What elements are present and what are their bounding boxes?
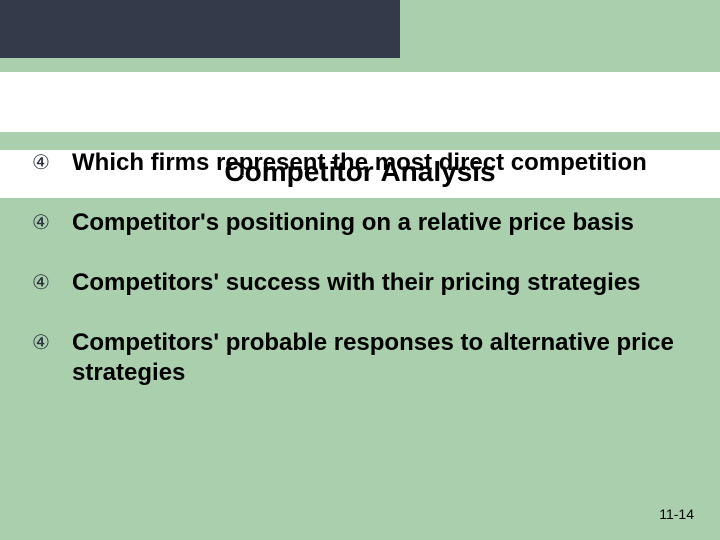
list-item: ④ Competitor's positioning on a relative… — [32, 208, 688, 238]
circled-four-icon: ④ — [32, 148, 72, 175]
list-item-text: Competitors' success with their pricing … — [72, 268, 688, 298]
list-item-text: Which firms represent the most direct co… — [72, 148, 688, 178]
bullet-list: ④ Which firms represent the most direct … — [32, 148, 688, 418]
circled-four-icon: ④ — [32, 328, 72, 355]
list-item: ④ Competitors' success with their pricin… — [32, 268, 688, 298]
list-item-text: Competitor's positioning on a relative p… — [72, 208, 688, 238]
circled-four-icon: ④ — [32, 268, 72, 295]
list-item: ④ Which firms represent the most direct … — [32, 148, 688, 178]
title-band: Competitor Analysis — [0, 72, 720, 132]
list-item-text: Competitors' probable responses to alter… — [72, 328, 688, 388]
page-number: 11-14 — [659, 506, 694, 522]
header-bar — [0, 0, 400, 58]
circled-four-icon: ④ — [32, 208, 72, 235]
list-item: ④ Competitors' probable responses to alt… — [32, 328, 688, 388]
